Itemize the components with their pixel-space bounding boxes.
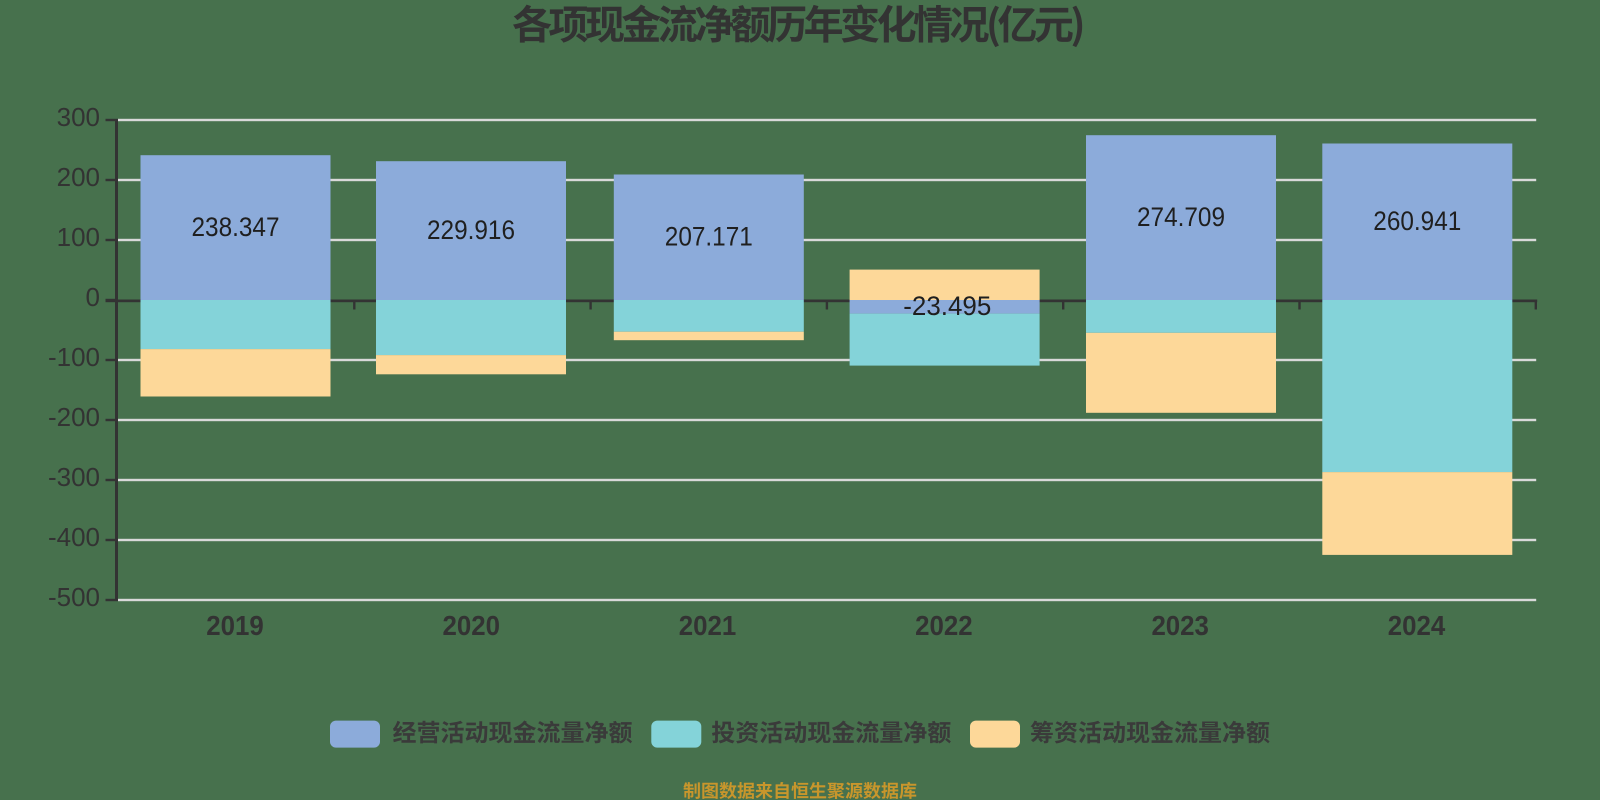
svg-text:-300: -300: [48, 462, 100, 492]
svg-text:274.709: 274.709: [1137, 202, 1225, 232]
svg-text:100: 100: [57, 222, 100, 252]
svg-text:2021: 2021: [679, 610, 737, 641]
svg-text:229.916: 229.916: [427, 215, 515, 245]
svg-text:2020: 2020: [443, 610, 501, 641]
svg-text:-100: -100: [48, 342, 100, 372]
svg-text:-23.495: -23.495: [903, 291, 991, 321]
svg-text:-200: -200: [48, 402, 100, 432]
svg-text:2024: 2024: [1388, 610, 1446, 641]
svg-text:2019: 2019: [206, 610, 264, 641]
svg-text:238.347: 238.347: [192, 212, 280, 242]
svg-text:207.171: 207.171: [665, 221, 753, 251]
svg-text:2023: 2023: [1151, 610, 1209, 641]
svg-text:200: 200: [57, 162, 100, 192]
svg-text:260.941: 260.941: [1373, 206, 1461, 236]
svg-text:300: 300: [57, 102, 100, 132]
svg-text:0: 0: [86, 282, 100, 312]
svg-text:-500: -500: [48, 582, 100, 612]
svg-text:2022: 2022: [915, 610, 973, 641]
svg-text:-400: -400: [48, 522, 100, 552]
